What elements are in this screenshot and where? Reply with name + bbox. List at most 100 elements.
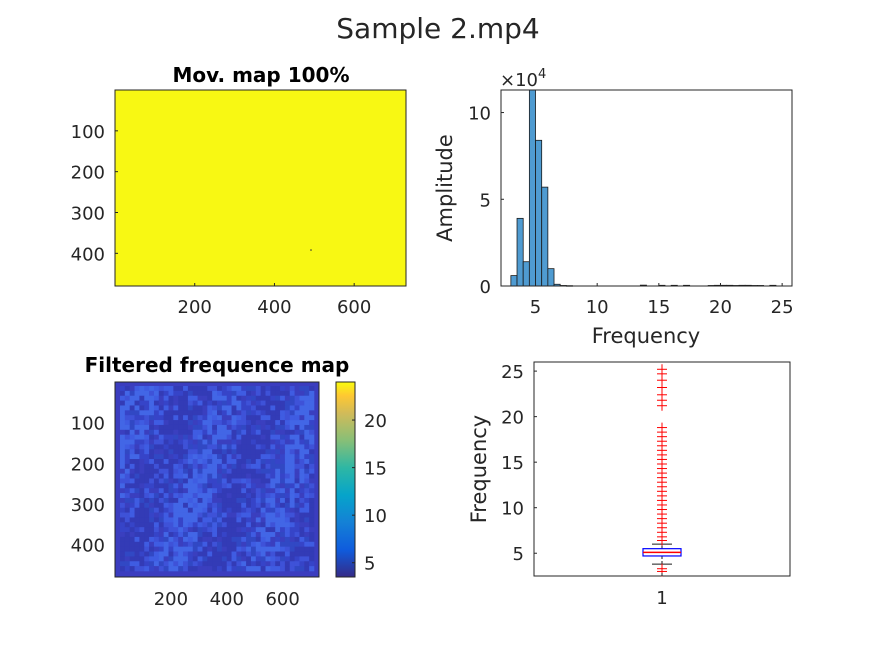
frequency-map-cell bbox=[129, 556, 135, 562]
frequency-map-cell bbox=[260, 395, 266, 401]
frequency-map-cell bbox=[139, 517, 145, 523]
frequency-map-cell bbox=[221, 439, 227, 445]
frequency-map-cell bbox=[202, 556, 208, 562]
frequency-map-cell bbox=[173, 449, 179, 455]
frequency-map-cell bbox=[226, 532, 232, 538]
frequency-map-cell bbox=[183, 551, 189, 557]
frequency-map-cell bbox=[129, 566, 135, 572]
frequency-map-cell bbox=[275, 532, 281, 538]
frequency-map-cell bbox=[202, 395, 208, 401]
frequency-map-cell bbox=[231, 405, 237, 411]
frequency-map-cell bbox=[153, 415, 160, 421]
frequency-map-cell bbox=[260, 493, 266, 499]
frequency-map-cell bbox=[134, 420, 140, 426]
frequency-map-cell bbox=[226, 463, 232, 470]
frequency-map-cell bbox=[139, 546, 145, 552]
frequency-map-cell bbox=[168, 517, 174, 523]
frequency-map-cell bbox=[153, 434, 160, 440]
frequency-map-cell bbox=[284, 390, 291, 397]
frequency-map-cell bbox=[139, 415, 145, 421]
frequency-map-cell bbox=[120, 463, 126, 470]
frequency-map-cell bbox=[294, 483, 300, 489]
frequency-map-cell bbox=[221, 405, 227, 411]
frequency-map-cell bbox=[289, 556, 295, 562]
frequency-map-cell bbox=[183, 463, 189, 470]
frequency-map-cell bbox=[241, 512, 247, 518]
frequency-map-cell bbox=[202, 561, 208, 567]
frequency-map-cell bbox=[294, 434, 300, 440]
frequency-map-cell bbox=[192, 429, 198, 435]
frequency-map-cell bbox=[236, 483, 242, 489]
frequency-map-cell bbox=[255, 561, 261, 567]
histogram-bar bbox=[528, 89, 536, 287]
frequency-map-cell bbox=[168, 405, 174, 411]
frequency-map-cell bbox=[231, 415, 237, 421]
frequency-map-cell bbox=[260, 483, 266, 489]
frequency-map-cell bbox=[183, 395, 189, 401]
frequency-map-cell bbox=[250, 497, 257, 504]
frequency-map-cell bbox=[294, 400, 300, 406]
frequency-map-cell bbox=[280, 420, 286, 426]
frequency-map-cell bbox=[250, 415, 257, 421]
frequency-map-cell bbox=[280, 536, 286, 543]
frequency-map-cell bbox=[246, 517, 252, 523]
frequency-map-cell bbox=[134, 424, 140, 431]
frequency-map-cell bbox=[231, 561, 237, 567]
frequency-map-cell bbox=[202, 454, 208, 460]
frequency-map-cell bbox=[221, 483, 227, 489]
frequency-map-cell bbox=[299, 429, 305, 435]
frequency-map-cell bbox=[134, 502, 140, 509]
frequency-map-cell bbox=[284, 497, 291, 504]
frequency-map-cell bbox=[168, 420, 174, 426]
frequency-map-cell bbox=[134, 449, 140, 455]
frequency-map-cell bbox=[270, 517, 276, 523]
frequency-map-cell bbox=[173, 410, 179, 416]
frequency-map-cell bbox=[241, 468, 247, 474]
frequency-map-cell bbox=[294, 410, 300, 416]
histogram-xlabel: Frequency bbox=[592, 324, 701, 348]
frequency-map-cell bbox=[284, 473, 291, 479]
frequency-map-cell bbox=[241, 497, 247, 504]
frequency-map-cell bbox=[183, 420, 189, 426]
frequency-map-cell bbox=[284, 561, 291, 567]
frequency-map-cell bbox=[158, 424, 164, 431]
frequency-map-cell bbox=[299, 439, 305, 445]
frequency-map-cell bbox=[124, 478, 130, 484]
frequency-map-cell bbox=[265, 405, 271, 411]
frequency-map-cell bbox=[187, 478, 194, 484]
frequency-map-cell bbox=[275, 410, 281, 416]
frequency-map-cell bbox=[197, 424, 203, 431]
frequency-map-cell bbox=[241, 473, 247, 479]
frequency-map-cell bbox=[149, 551, 155, 557]
frequency-map-cell bbox=[250, 439, 257, 445]
frequency-map-cell bbox=[163, 527, 169, 533]
frequency-map-cell bbox=[202, 541, 208, 547]
frequency-map-cell bbox=[163, 395, 169, 401]
frequency-map-cell bbox=[192, 468, 198, 474]
y-tick-label: 0 bbox=[480, 277, 491, 298]
frequency-map-cell bbox=[250, 532, 257, 538]
frequency-map-cell bbox=[289, 522, 295, 528]
frequency-map-cell bbox=[231, 497, 237, 504]
frequency-map-cell bbox=[197, 449, 203, 455]
frequency-map-cell bbox=[217, 420, 223, 426]
frequency-map-cell bbox=[153, 561, 160, 567]
frequency-map-cell bbox=[255, 463, 261, 470]
frequency-map-cell bbox=[173, 415, 179, 421]
frequency-map-cell bbox=[207, 415, 213, 421]
frequency-map-cell bbox=[207, 497, 213, 504]
frequency-map-cell bbox=[255, 566, 261, 572]
frequency-map-cell bbox=[139, 478, 145, 484]
frequency-map-cell bbox=[270, 424, 276, 431]
frequency-map-cell bbox=[309, 400, 315, 406]
frequency-map-cell bbox=[144, 424, 150, 431]
frequency-map-cell bbox=[192, 463, 198, 470]
frequency-map-cell bbox=[149, 410, 155, 416]
frequency-map-cell bbox=[144, 493, 150, 499]
frequency-map-cell bbox=[192, 536, 198, 543]
frequency-map-cell bbox=[168, 444, 174, 450]
frequency-map-cell bbox=[226, 483, 232, 489]
frequency-map-cell bbox=[304, 512, 310, 518]
frequency-map-cell bbox=[153, 390, 160, 397]
frequency-map-cell bbox=[153, 556, 160, 562]
